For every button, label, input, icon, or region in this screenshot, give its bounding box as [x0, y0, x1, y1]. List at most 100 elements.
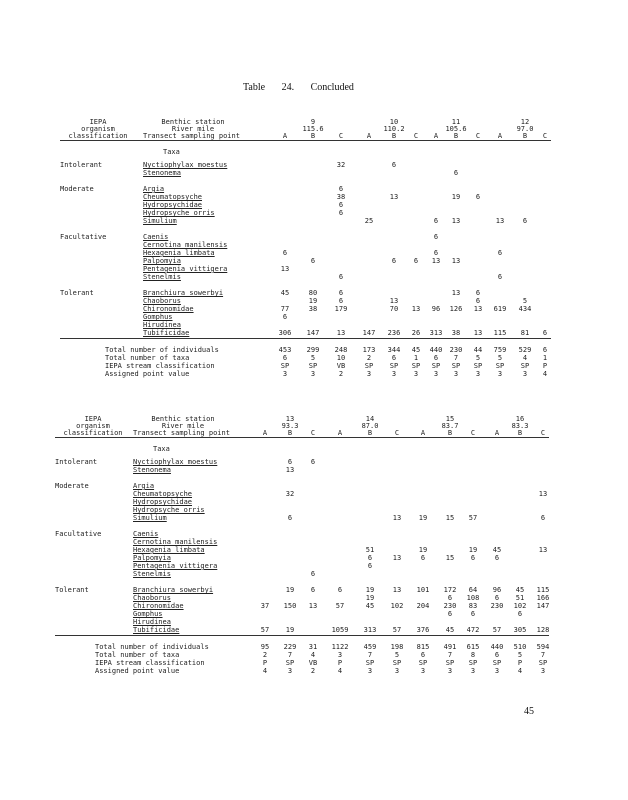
- count-cell: 166: [536, 594, 550, 602]
- taxon-name: Cernotina manilensis: [133, 538, 218, 546]
- count-cell: 6: [338, 209, 344, 217]
- count-cell: 147: [536, 602, 550, 610]
- count-cell: 236: [387, 329, 401, 337]
- taxon-name: Argia: [143, 185, 165, 193]
- count-cell: 57: [335, 602, 345, 610]
- sampling-point: B: [367, 429, 373, 437]
- summary-cell: 815: [416, 643, 430, 651]
- sampling-point: B: [310, 132, 316, 140]
- count-cell: 57: [468, 514, 478, 522]
- taxon-name: Hirudinea: [133, 618, 171, 626]
- count-cell: 102: [513, 602, 527, 610]
- count-cell: 6: [338, 273, 344, 281]
- summary-cell: SP: [451, 362, 461, 370]
- sampling-point: B: [453, 132, 459, 140]
- count-cell: 6: [470, 554, 476, 562]
- count-cell: 619: [493, 305, 507, 313]
- sampling-point: A: [262, 429, 268, 437]
- taxon-name: Palpomyia: [143, 257, 181, 265]
- rule-line: [60, 338, 551, 339]
- river-mile: 83.3: [511, 422, 529, 430]
- count-cell: 19: [451, 193, 461, 201]
- taxon-name: Gomphus: [143, 313, 173, 321]
- count-cell: 38: [336, 193, 346, 201]
- count-cell: 6: [494, 594, 500, 602]
- summary-cell: SP: [365, 659, 375, 667]
- count-cell: 32: [336, 161, 346, 169]
- station-label: Benthic station: [151, 415, 215, 423]
- summary-cell: 2: [310, 667, 316, 675]
- count-cell: 6: [282, 313, 288, 321]
- taxon-name: Simulium: [143, 217, 177, 225]
- count-cell: 6: [447, 594, 453, 602]
- count-cell: 6: [453, 169, 459, 177]
- count-cell: 6: [420, 554, 426, 562]
- taxon-name: Hirudinea: [143, 321, 181, 329]
- count-cell: 13: [392, 514, 402, 522]
- summary-cell: 7: [453, 354, 459, 362]
- sampling-point: B: [391, 132, 397, 140]
- summary-label: IEPA stream classification: [95, 659, 205, 667]
- summary-cell: 45: [411, 346, 421, 354]
- summary-cell: 4: [517, 667, 523, 675]
- summary-cell: SP: [280, 362, 290, 370]
- count-cell: 6: [338, 185, 344, 193]
- taxon-name: Hydropsychidae: [143, 201, 203, 209]
- summary-cell: 5: [310, 354, 316, 362]
- summary-cell: SP: [431, 362, 441, 370]
- count-cell: 96: [431, 305, 441, 313]
- summary-label: IEPA stream classification: [105, 362, 215, 370]
- count-cell: 81: [520, 329, 530, 337]
- count-cell: 128: [536, 626, 550, 634]
- summary-cell: 7: [447, 651, 453, 659]
- count-cell: 147: [362, 329, 376, 337]
- count-cell: 70: [389, 305, 399, 313]
- river-mile: 97.0: [516, 125, 534, 133]
- count-cell: 32: [285, 490, 295, 498]
- summary-cell: SP: [418, 659, 428, 667]
- count-cell: 19: [285, 586, 295, 594]
- river-mile-label: River mile: [161, 422, 205, 430]
- river-mile: 87.0: [361, 422, 379, 430]
- taxon-name: Gomphus: [133, 610, 163, 618]
- summary-cell: 7: [367, 651, 373, 659]
- summary-label: Total number of taxa: [95, 651, 180, 659]
- summary-cell: P: [337, 659, 343, 667]
- summary-label: Total number of taxa: [105, 354, 190, 362]
- sampling-point: C: [542, 132, 548, 140]
- summary-cell: SP: [389, 362, 399, 370]
- sampling-point: A: [433, 132, 439, 140]
- summary-cell: 3: [453, 370, 459, 378]
- taxon-name: Stenonema: [133, 466, 171, 474]
- table-title: Table 24. Concluded: [243, 82, 354, 93]
- summary-cell: SP: [520, 362, 530, 370]
- count-cell: 230: [490, 602, 504, 610]
- summary-cell: 453: [278, 346, 292, 354]
- summary-cell: 3: [394, 667, 400, 675]
- station-number: 11: [451, 118, 461, 126]
- count-cell: 126: [449, 305, 463, 313]
- summary-cell: VB: [336, 362, 346, 370]
- summary-cell: 3: [433, 370, 439, 378]
- summary-cell: 4: [337, 667, 343, 675]
- count-cell: 6: [310, 458, 316, 466]
- count-cell: 6: [475, 193, 481, 201]
- summary-cell: SP: [473, 362, 483, 370]
- river-mile: 115.6: [302, 125, 324, 133]
- summary-cell: 3: [310, 370, 316, 378]
- sampling-point: C: [394, 429, 400, 437]
- summary-cell: 3: [420, 667, 426, 675]
- summary-cell: 4: [262, 667, 268, 675]
- summary-cell: 3: [447, 667, 453, 675]
- summary-cell: 230: [449, 346, 463, 354]
- taxon-name: Branchiura sowerbyi: [133, 586, 214, 594]
- organism-class: Tolerant: [55, 586, 89, 594]
- summary-cell: 594: [536, 643, 550, 651]
- count-cell: 1059: [331, 626, 349, 634]
- summary-cell: VB: [308, 659, 318, 667]
- summary-cell: 6: [433, 354, 439, 362]
- count-cell: 6: [338, 297, 344, 305]
- summary-cell: 5: [497, 354, 503, 362]
- taxon-name: Chironomidae: [133, 602, 184, 610]
